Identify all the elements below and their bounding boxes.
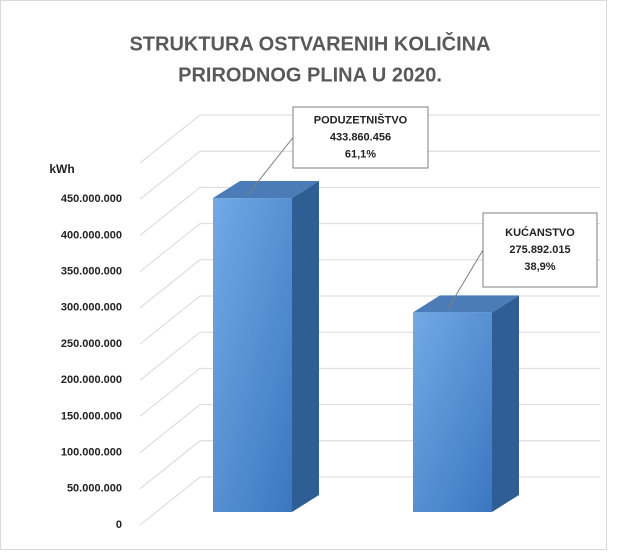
chart-title: STRUKTURA OSTVARENIH KOLIČINA — [129, 31, 490, 55]
y-tick-label: 150.000.000 — [61, 410, 122, 422]
bar-top — [413, 295, 519, 313]
y-tick-label: 50.000.000 — [67, 483, 122, 495]
callout-category: PODUZETNIŠTVO — [314, 113, 408, 126]
y-tick-label: 300.000.000 — [61, 302, 122, 314]
y-tick-label: 400.000.000 — [61, 229, 122, 241]
bar — [213, 198, 292, 512]
grid-line — [139, 259, 600, 309]
value-label: 275.892.015 — [509, 244, 570, 256]
callout-leader — [247, 137, 294, 196]
grid-line — [139, 223, 600, 272]
y-tick-label: 250.000.000 — [61, 338, 122, 350]
share-label: 61,1% — [345, 148, 376, 160]
y-tick-label: 200.000.000 — [61, 374, 122, 386]
y-axis-label: kWh — [49, 162, 74, 176]
bar — [413, 312, 492, 512]
callout-box — [292, 106, 429, 169]
callout-category: KUĆANSTVO — [505, 226, 575, 239]
callout-box — [482, 212, 598, 288]
wall-edge — [139, 114, 600, 164]
grid-line — [139, 150, 600, 200]
grid-line — [139, 186, 600, 236]
callout-leader — [447, 249, 484, 310]
share-label: 38,9% — [524, 261, 555, 273]
y-tick-label: 0 — [116, 519, 122, 531]
bar-side — [492, 295, 519, 512]
bar-top — [213, 181, 319, 199]
y-tick-label: 100.000.000 — [61, 447, 122, 459]
y-tick-label: 350.000.000 — [61, 266, 122, 278]
value-label: 433.860.456 — [330, 131, 391, 143]
chart-title: PRIRODNOG PLINA U 2020. — [178, 64, 442, 86]
y-tick-label: 450.000.000 — [61, 193, 122, 205]
bar-side — [292, 181, 319, 512]
